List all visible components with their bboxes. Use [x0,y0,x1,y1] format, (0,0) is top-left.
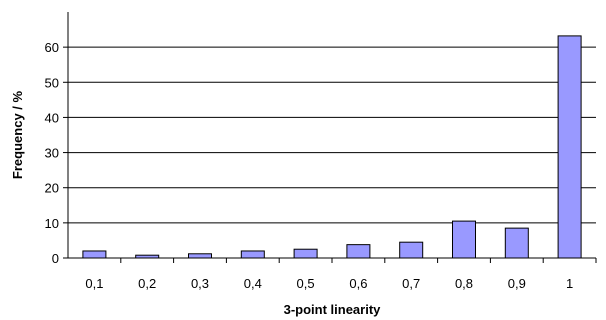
bar-0,4 [240,250,265,259]
x-tick-label: 0,5 [297,276,315,291]
bars [82,35,582,259]
x-tick-label: 0,7 [402,276,420,291]
y-tick-label: 0 [52,251,59,266]
bar-0,9 [504,227,529,259]
x-tick-label: 0,2 [138,276,156,291]
x-tick-label: 0,3 [191,276,209,291]
x-tick-label: 0,1 [85,276,103,291]
x-tick-label: 1 [566,276,573,291]
bar-0,6 [346,244,371,259]
y-tick-labels: 0 10 20 30 40 50 60 [45,40,68,266]
y-tick-label: 50 [45,75,59,90]
x-tick-label: 0,8 [455,276,473,291]
x-tick-label: 0,9 [508,276,526,291]
x-tick-label: 0,4 [244,276,262,291]
x-axis-title: 3-point linearity [284,302,382,317]
bar-0,7 [399,241,424,259]
bar-1 [557,35,582,259]
axes [67,12,596,259]
y-tick-label: 20 [45,181,59,196]
y-tick-label: 60 [45,40,59,55]
y-tick-label: 10 [45,216,59,231]
bar-0,5 [293,248,318,259]
bar-0,8 [452,220,476,259]
y-tick-label: 40 [45,110,59,125]
bar-0,3 [188,253,212,259]
x-tick-labels: 0,1 0,2 0,3 0,4 0,5 0,6 0,7 0,8 0,9 1 [85,258,597,291]
y-tick-label: 30 [45,146,59,161]
bar-0,1 [82,250,107,259]
x-tick-label: 0,6 [349,276,367,291]
grid-lines [68,46,596,224]
y-axis-title: Frequency / % [10,90,25,179]
